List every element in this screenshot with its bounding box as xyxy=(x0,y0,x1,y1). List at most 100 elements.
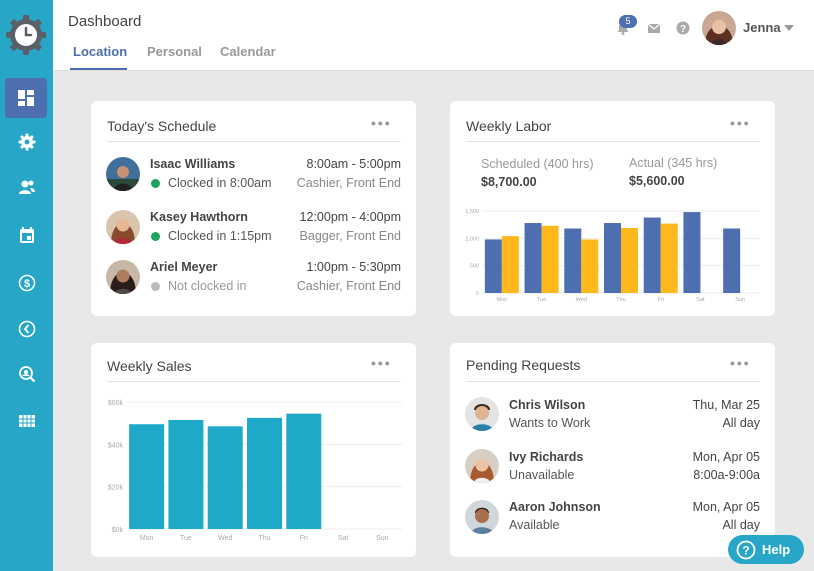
y-tick-label: $60k xyxy=(108,400,124,407)
divider xyxy=(466,381,760,382)
help-button[interactable]: ? Help xyxy=(728,535,804,564)
bar-scheduled xyxy=(524,223,542,293)
y-tick-label: 1,500 xyxy=(465,209,479,215)
svg-text:?: ? xyxy=(680,24,686,35)
nav-dashboard[interactable] xyxy=(5,78,47,118)
help-label: Help xyxy=(762,542,791,557)
request-type: Available xyxy=(509,518,560,532)
request-date: Thu, Mar 25 xyxy=(692,398,760,412)
request-time: All day xyxy=(722,518,760,532)
x-tick-label: Thu xyxy=(616,297,625,303)
nav-employees[interactable] xyxy=(0,167,53,207)
weekly-labor-card: Weekly Labor ••• Scheduled (400 hrs) $8,… xyxy=(450,101,775,316)
y-tick-label: 0 xyxy=(476,291,479,297)
scheduled-label: Scheduled (400 hrs) xyxy=(481,157,594,171)
grid-table-icon xyxy=(18,415,35,427)
weekly-sales-card: Weekly Sales ••• $0k $20k $40k $60k Mon Tue We… xyxy=(91,343,416,557)
pending-requests-card: Pending Requests ••• Chris Wilson Wants … xyxy=(450,343,775,557)
weekly-sales-chart: $0k $20k $40k $60k Mon Tue Wed Thu Fri Sat Sun xyxy=(108,400,402,542)
x-tick-label: Wed xyxy=(576,297,587,303)
tab-calendar[interactable]: Calendar xyxy=(220,44,276,59)
avatar xyxy=(465,449,499,483)
y-tick-label: $0k xyxy=(112,527,124,534)
more-options-icon[interactable]: ••• xyxy=(730,115,751,131)
card-title: Today's Schedule xyxy=(107,118,217,134)
shift-role: Cashier, Front End xyxy=(296,279,401,293)
shift-time: 12:00pm - 4:00pm xyxy=(299,210,401,224)
y-tick-label: $40k xyxy=(108,442,124,449)
top-header: Dashboard Location Personal Calendar 5 ?… xyxy=(53,0,814,71)
x-tick-label: Sun xyxy=(376,535,389,542)
x-tick-label: Fri xyxy=(300,535,309,542)
user-name[interactable]: Jenna xyxy=(743,20,781,35)
svg-text:$: $ xyxy=(23,278,29,290)
tab-location[interactable]: Location xyxy=(73,44,128,59)
nav-settings[interactable] xyxy=(0,122,53,162)
help-circle-icon: ? xyxy=(736,540,756,560)
bar-scheduled xyxy=(643,217,661,293)
dollar-icon: $ xyxy=(18,274,35,292)
y-tick-label: 500 xyxy=(470,264,479,270)
x-tick-label: Mon xyxy=(140,535,154,542)
request-date: Mon, Apr 05 xyxy=(692,450,760,464)
divider xyxy=(107,141,401,142)
sales-bar xyxy=(286,413,322,529)
bar-scheduled xyxy=(484,239,502,293)
active-tab-indicator xyxy=(70,68,127,70)
x-tick-label: Tue xyxy=(537,297,546,303)
requester-name[interactable]: Chris Wilson xyxy=(509,398,586,412)
sales-bar xyxy=(129,424,165,529)
help-circle-icon[interactable]: ? xyxy=(676,21,690,35)
nav-back[interactable] xyxy=(0,309,53,349)
bar-actual xyxy=(660,223,678,293)
requester-name[interactable]: Aaron Johnson xyxy=(509,500,601,514)
clock-status: Clocked in 1:15pm xyxy=(168,229,272,243)
page-title: Dashboard xyxy=(68,13,142,30)
svg-text:?: ? xyxy=(742,544,749,558)
more-options-icon[interactable]: ••• xyxy=(730,355,751,371)
request-type: Wants to Work xyxy=(509,416,591,430)
todays-schedule-card: Today's Schedule ••• Isaac Williams Cloc… xyxy=(91,101,416,316)
employee-name[interactable]: Ariel Meyer xyxy=(150,260,218,274)
actual-value: $5,600.00 xyxy=(629,174,685,188)
user-search-icon xyxy=(18,366,35,383)
card-title: Pending Requests xyxy=(466,357,581,373)
x-tick-label: Tue xyxy=(180,535,192,542)
nav-search-user[interactable] xyxy=(0,354,53,394)
x-tick-label: Sun xyxy=(735,297,745,303)
chevron-down-icon[interactable] xyxy=(784,25,794,31)
scheduled-value: $8,700.00 xyxy=(481,175,537,189)
notification-badge: 5 xyxy=(619,15,637,28)
avatar xyxy=(465,397,499,431)
x-tick-label: Mon xyxy=(497,297,508,303)
nav-schedule[interactable] xyxy=(0,215,53,255)
mail-icon[interactable] xyxy=(647,21,661,35)
bar-actual xyxy=(581,239,599,293)
user-avatar[interactable] xyxy=(702,11,736,45)
x-tick-label: Thu xyxy=(258,535,270,542)
nav-timesheet[interactable] xyxy=(0,401,53,441)
avatar xyxy=(465,500,499,534)
chevron-left-circle-icon xyxy=(18,320,35,338)
nav-payroll[interactable]: $ xyxy=(0,263,53,303)
employee-name[interactable]: Isaac Williams xyxy=(150,157,236,171)
bar-actual xyxy=(501,236,519,293)
users-icon xyxy=(18,180,35,194)
x-tick-label: Sat xyxy=(338,535,349,542)
request-time: 8:00a-9:00a xyxy=(693,468,760,482)
bar-scheduled xyxy=(683,212,701,293)
clock-logo-icon[interactable] xyxy=(4,13,48,57)
sales-bar xyxy=(247,417,282,529)
shift-role: Bagger, Front End xyxy=(299,229,401,243)
employee-name[interactable]: Kasey Hawthorn xyxy=(150,210,248,224)
tab-personal[interactable]: Personal xyxy=(147,44,202,59)
card-title: Weekly Labor xyxy=(466,118,552,134)
actual-label: Actual (345 hrs) xyxy=(629,156,718,170)
requester-name[interactable]: Ivy Richards xyxy=(509,450,584,464)
more-options-icon[interactable]: ••• xyxy=(371,115,392,131)
avatar xyxy=(106,210,140,244)
clock-status: Not clocked in xyxy=(168,279,247,293)
dashboard-icon xyxy=(18,90,34,106)
more-options-icon[interactable]: ••• xyxy=(371,355,392,371)
x-tick-label: Wed xyxy=(218,535,232,542)
